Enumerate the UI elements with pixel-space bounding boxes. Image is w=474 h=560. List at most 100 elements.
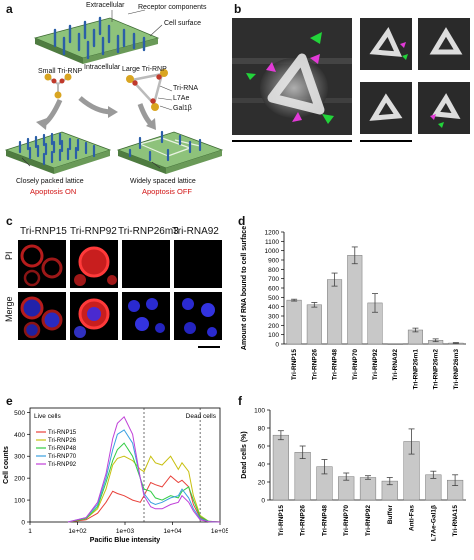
y-tick-label: 300 xyxy=(14,454,25,461)
micro-merge-rnp26m3 xyxy=(122,292,170,340)
row-label-pi: PI xyxy=(4,251,14,260)
legend-label: Tri-RNP26 xyxy=(48,438,77,444)
y-tick-label: 0 xyxy=(21,520,25,527)
micro-merge-rnp92 xyxy=(70,292,118,340)
y-tick-label: 400 xyxy=(268,304,279,311)
panel-label-a: a xyxy=(6,2,13,16)
bar xyxy=(387,343,403,345)
micro-pi-rnp15 xyxy=(18,240,66,288)
scale-bar-c xyxy=(198,346,220,348)
micro-pi-rna92 xyxy=(174,240,222,288)
label-receptor-components: Receptor components xyxy=(138,4,207,11)
y-tick-label: 200 xyxy=(14,476,25,483)
scale-bar-b-main xyxy=(232,140,352,142)
y-tick-label: 300 xyxy=(268,314,279,321)
x-tick-label: 1e+03 xyxy=(116,528,135,535)
label-l7ae: L7Ae xyxy=(173,95,190,102)
micro-pi-rnp26m3 xyxy=(122,240,170,288)
y-tick-label: 80 xyxy=(258,426,266,433)
x-tick-label: Tri-RNP48 xyxy=(332,349,339,380)
label-apoptosis-off: Apoptosis OFF xyxy=(142,187,193,196)
x-tick-label: 1 xyxy=(28,528,32,535)
y-tick-label: 900 xyxy=(268,258,279,265)
afm-frame-t3 xyxy=(360,82,412,134)
x-tick-label: Tri-RNP15 xyxy=(278,505,285,536)
x-tick-label: Tri-RNP26m3 xyxy=(453,349,460,390)
bar xyxy=(306,304,322,345)
afm-frame-t1 xyxy=(360,18,412,70)
panel-c: c Tri-RNP15 Tri-RNP92 Tri-RNP26m3 Tri-RN… xyxy=(0,212,228,357)
micro-merge-rna92 xyxy=(174,292,222,340)
bar xyxy=(347,255,363,345)
x-tick-label: Tri-RNP70 xyxy=(352,349,359,380)
y-tick-label: 40 xyxy=(258,462,266,469)
frame-label-t1: t = 1 s xyxy=(364,6,392,17)
panel-d: d 0 100 200 300 400 500 600 700 800 900 1000 1100 12… xyxy=(236,212,474,394)
y-tick-label: 1000 xyxy=(265,248,280,255)
y-tick-label: 1100 xyxy=(265,239,279,246)
x-tick-label: Anti-Fas xyxy=(409,505,416,531)
label-widely-spaced: Widely spaced lattice xyxy=(130,178,196,185)
y-tick-label: 800 xyxy=(268,267,279,274)
micro-pi-rnp92 xyxy=(70,240,118,288)
legend-label: Tri-RNP70 xyxy=(48,454,77,460)
row-label-merge: Merge xyxy=(4,296,14,322)
legend-label: Tri-RNP15 xyxy=(48,430,77,436)
series-line xyxy=(67,415,221,523)
series-line xyxy=(67,442,221,523)
label-closely-packed: Closely packed lattice xyxy=(16,178,84,185)
col-label-1: Tri-RNP15 xyxy=(20,226,67,237)
x-tick-label: 1e+02 xyxy=(68,528,87,535)
x-tick-label: Tri-RNA15 xyxy=(452,505,459,537)
y-tick-label: 100 xyxy=(14,498,25,505)
bar xyxy=(327,279,343,345)
y-axis-title: Dead cells (%) xyxy=(241,431,248,478)
y-axis-title: Cell counts xyxy=(3,446,10,484)
y-tick-label: 0 xyxy=(275,342,279,349)
panel-label-b: b xyxy=(234,2,242,16)
x-tick-label: Tri-RNP92 xyxy=(365,505,372,536)
y-tick-label: 60 xyxy=(258,444,266,451)
y-tick-label: 100 xyxy=(254,408,265,415)
afm-frame-t2 xyxy=(418,18,470,70)
scale-bar-b-frames xyxy=(360,140,412,142)
y-tick-label: 0 xyxy=(261,498,265,505)
bar xyxy=(359,477,377,501)
y-tick-label: 20 xyxy=(258,480,266,487)
panel-label-c: c xyxy=(6,214,13,228)
x-tick-label: Tri-RNP26m1 xyxy=(412,349,419,390)
panel-e: e 0 100 200 300 400 500 1 1e+02 1e+03 1e+04 1e+05 L… xyxy=(0,394,228,560)
x-tick-label: Buffer xyxy=(387,505,394,525)
frame-label-t4: t = 4 s xyxy=(422,70,450,81)
y-tick-label: 100 xyxy=(268,332,279,339)
panel-f: f 0 20 40 60 80 100 Tri-RNP15 Tri-RNP26 Tri-RNP4… xyxy=(236,394,474,560)
panel-label-e: e xyxy=(6,394,13,408)
afm-frame-t4 xyxy=(418,82,470,134)
bar xyxy=(294,452,311,501)
y-tick-label: 600 xyxy=(268,286,279,293)
legend-label: Tri-RNP48 xyxy=(48,446,77,452)
x-tick-label: Tri-RNP70 xyxy=(343,505,350,536)
x-tick-label: Tri-RNP26m2 xyxy=(433,349,440,390)
series-line xyxy=(67,455,221,523)
x-tick-label: L7Ae-Gal1β xyxy=(430,505,437,541)
micro-merge-rnp15 xyxy=(18,292,66,340)
x-tick-label: Tri-RNP48 xyxy=(321,505,328,536)
label-extracellular: Extracellular xyxy=(86,2,125,9)
chart-f: 0 20 40 60 80 100 Tri-RNP15 Tri-RNP26 Tri-RNP48 T… xyxy=(241,408,466,541)
x-tick-label: Tri-RNP92 xyxy=(372,349,379,380)
x-axis-title: Pacific Blue intensity xyxy=(90,537,161,544)
panel-label-f: f xyxy=(238,394,242,408)
col-label-4: Tri-RNA92 xyxy=(172,226,219,237)
label-large-rnp: Large Tri-RNP xyxy=(122,66,167,73)
x-tick-label: 1e+04 xyxy=(163,528,182,535)
chart-e: 0 100 200 300 400 500 1 1e+02 1e+03 1e+04 1e+05 Liv… xyxy=(3,407,228,544)
panel-a-schematic xyxy=(4,9,224,174)
label-tri-rna: Tri-RNA xyxy=(173,85,199,92)
bar xyxy=(286,299,302,345)
bar xyxy=(272,434,289,501)
label-small-rnp: Small Tri-RNP xyxy=(38,68,83,75)
chart-d: 0 100 200 300 400 500 600 700 800 900 1000 1100 1200… xyxy=(241,226,466,390)
series-line xyxy=(67,475,221,523)
panel-label-d: d xyxy=(238,214,246,228)
